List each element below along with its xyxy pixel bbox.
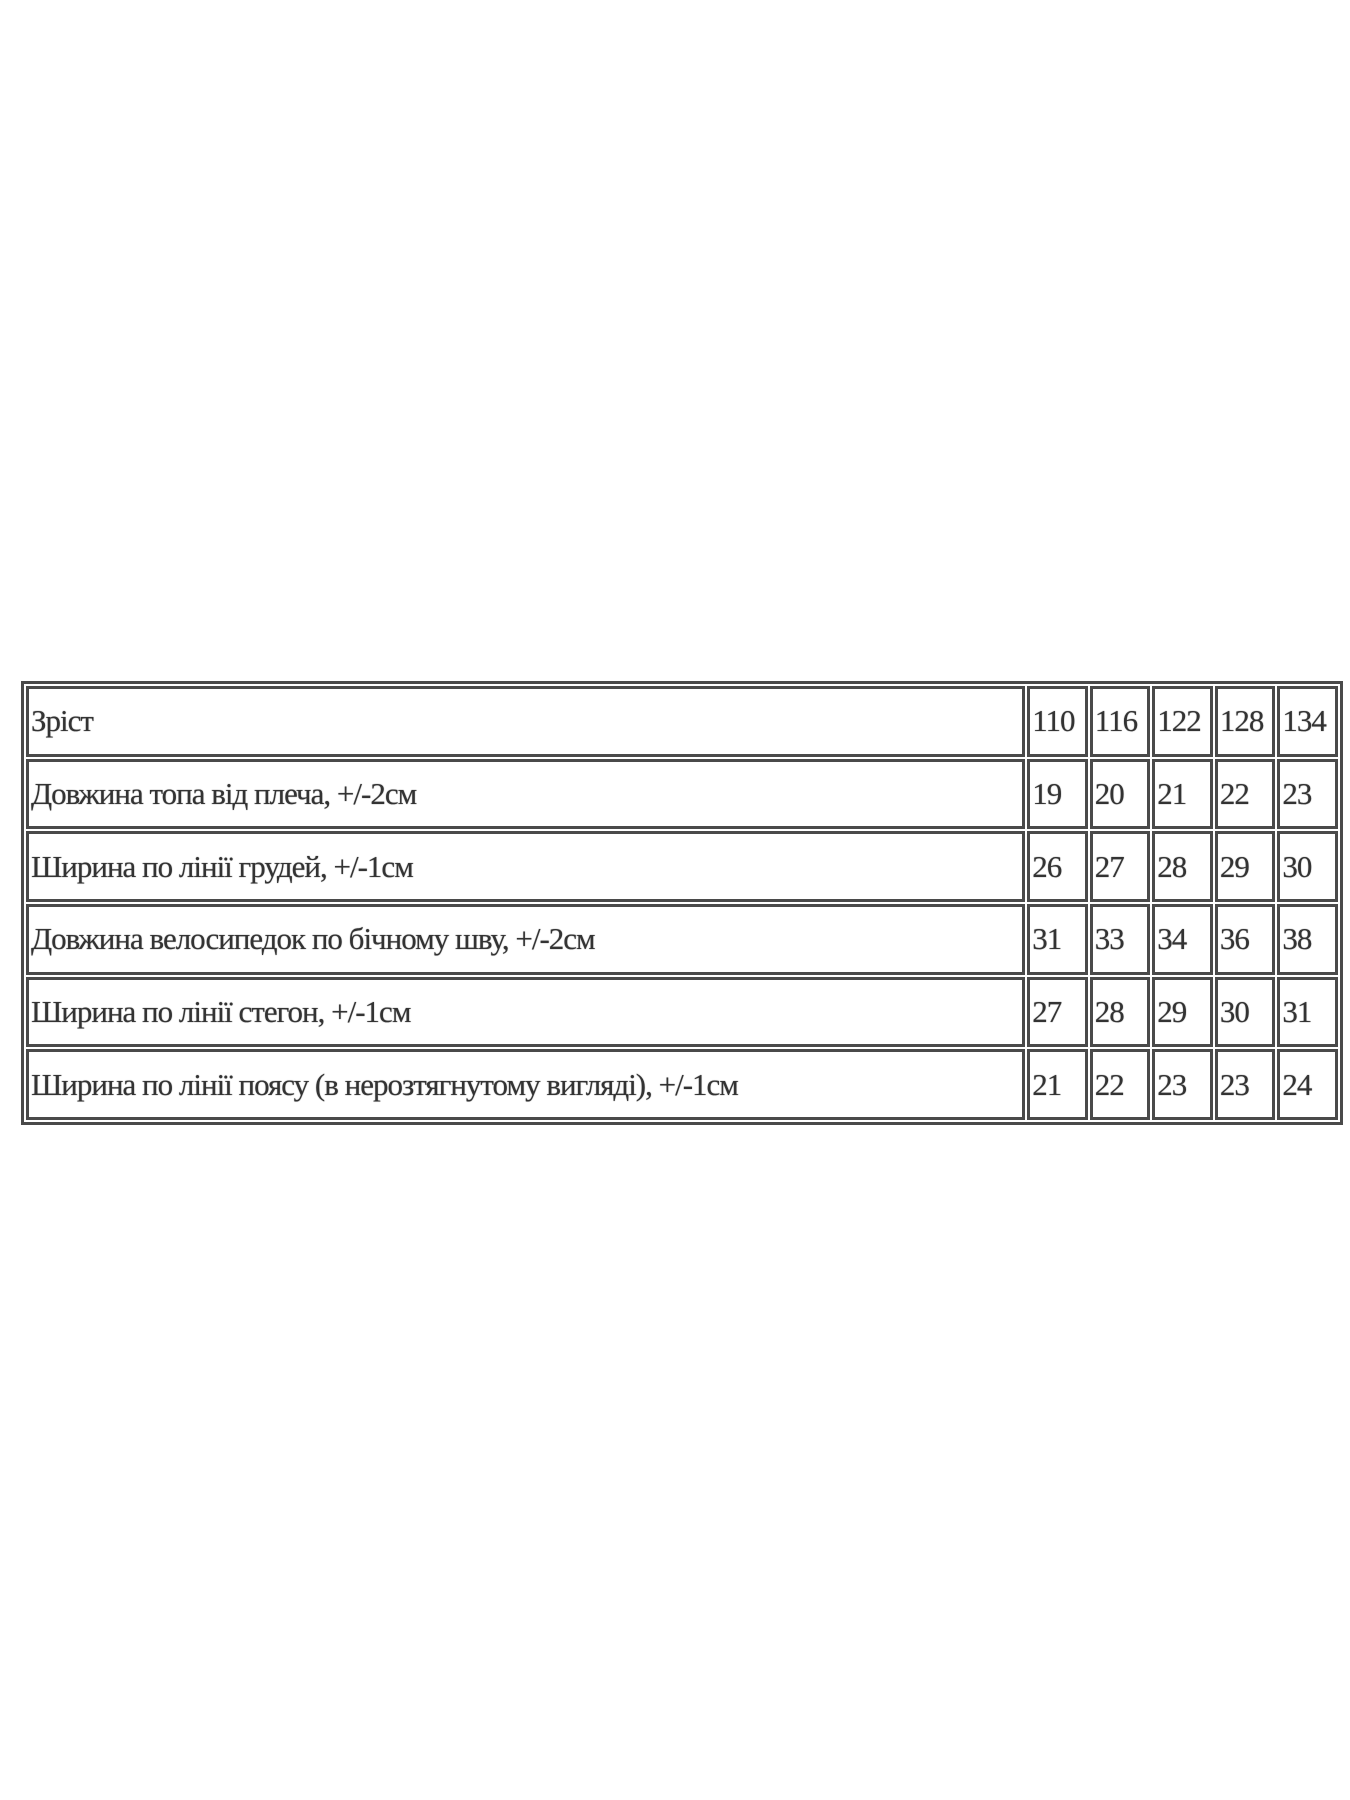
size-cell: 134 xyxy=(1277,686,1338,757)
value-cell: 30 xyxy=(1277,831,1338,902)
value-cell: 28 xyxy=(1152,831,1213,902)
value-cell: 27 xyxy=(1027,976,1088,1048)
value-cell: 22 xyxy=(1089,1049,1151,1120)
value-cell: 27 xyxy=(1089,831,1151,902)
table-row: Ширина по лінії стегон, +/-1см 27 28 29 30 31 xyxy=(26,976,1338,1048)
size-cell: 116 xyxy=(1089,686,1151,757)
measurement-label: Ширина по лінії стегон, +/-1см xyxy=(26,976,1026,1048)
value-cell: 33 xyxy=(1089,903,1151,975)
table-header-row: Зріст 110 116 122 128 134 xyxy=(26,686,1338,757)
value-cell: 22 xyxy=(1214,758,1276,830)
size-cell: 110 xyxy=(1027,686,1088,757)
value-cell: 23 xyxy=(1214,1049,1276,1120)
value-cell: 20 xyxy=(1089,758,1151,830)
value-cell: 26 xyxy=(1027,831,1088,902)
table-row: Ширина по лінії поясу (в нерозтягнутому … xyxy=(26,1049,1338,1120)
measurement-label: Довжина велосипедок по бічному шву, +/-2… xyxy=(26,903,1026,975)
value-cell: 31 xyxy=(1277,976,1338,1048)
value-cell: 30 xyxy=(1214,976,1276,1048)
size-cell: 128 xyxy=(1214,686,1276,757)
value-cell: 38 xyxy=(1277,903,1338,975)
value-cell: 29 xyxy=(1214,831,1276,902)
value-cell: 23 xyxy=(1277,758,1338,830)
value-cell: 28 xyxy=(1089,976,1151,1048)
value-cell: 29 xyxy=(1152,976,1213,1048)
value-cell: 34 xyxy=(1152,903,1213,975)
table-row: Довжина топа від плеча, +/-2см 19 20 21 22 23 xyxy=(26,758,1338,830)
measurement-label: Ширина по лінії грудей, +/-1см xyxy=(26,831,1026,902)
header-label: Зріст xyxy=(26,686,1026,757)
table-row: Ширина по лінії грудей, +/-1см 26 27 28 29 30 xyxy=(26,831,1338,902)
value-cell: 21 xyxy=(1152,758,1213,830)
value-cell: 31 xyxy=(1027,903,1088,975)
value-cell: 24 xyxy=(1277,1049,1338,1120)
size-table: Зріст 110 116 122 128 134 Довжина топа в… xyxy=(21,681,1343,1125)
measurement-label: Ширина по лінії поясу (в нерозтягнутому … xyxy=(26,1049,1026,1120)
value-cell: 21 xyxy=(1027,1049,1088,1120)
value-cell: 36 xyxy=(1214,903,1276,975)
value-cell: 19 xyxy=(1027,758,1088,830)
table-row: Довжина велосипедок по бічному шву, +/-2… xyxy=(26,903,1338,975)
value-cell: 23 xyxy=(1152,1049,1213,1120)
size-cell: 122 xyxy=(1152,686,1213,757)
measurement-label: Довжина топа від плеча, +/-2см xyxy=(26,758,1026,830)
